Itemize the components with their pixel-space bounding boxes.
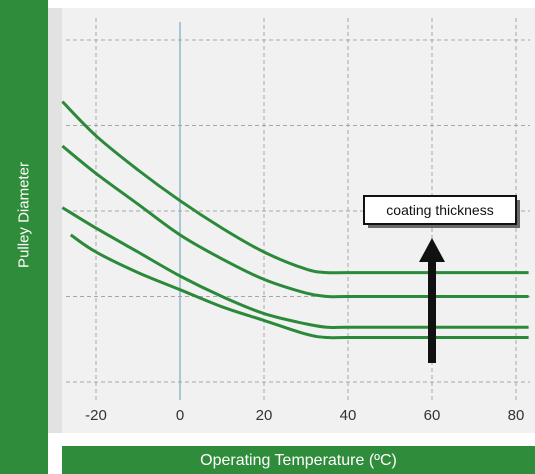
series-line-2 — [61, 144, 529, 299]
annotation-box — [363, 195, 517, 225]
x-tick-label: 40 — [340, 407, 357, 424]
x-tick-label: -20 — [85, 407, 107, 424]
x-tick-label: 60 — [424, 407, 441, 424]
series-line-1 — [61, 100, 529, 275]
annotation-arrow-shaft — [428, 260, 436, 363]
x-axis-label-band: Operating Temperature (ºC) — [62, 446, 535, 474]
y-axis-label-band: Pulley Diameter — [0, 0, 48, 474]
annotation-arrow-head — [419, 238, 445, 262]
x-tick-label: 0 — [176, 407, 184, 424]
x-tick-label: 80 — [508, 407, 525, 424]
series-line-4 — [69, 233, 529, 340]
series-line-3 — [61, 206, 529, 330]
x-tick-label: 20 — [256, 407, 273, 424]
x-axis-label: Operating Temperature (ºC) — [200, 452, 397, 469]
plot-edge-strip — [48, 8, 62, 433]
annotation-label: coating thickness — [386, 202, 493, 218]
